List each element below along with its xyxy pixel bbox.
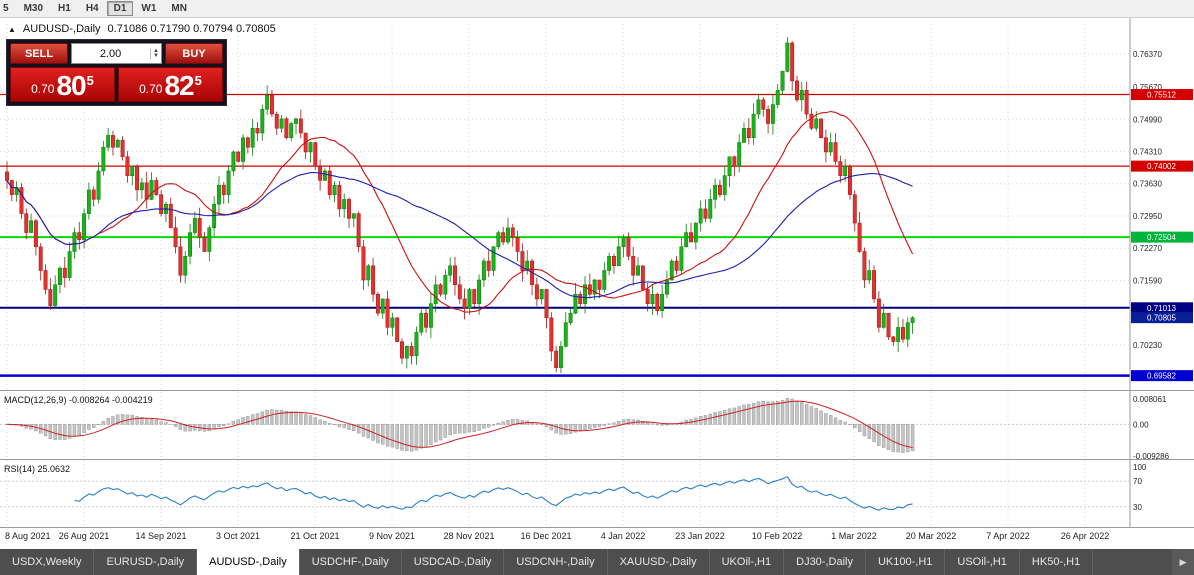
chart-tab-uk100-h1[interactable]: UK100-,H1: [866, 549, 946, 575]
buy-price-big-digits: 82: [164, 70, 194, 101]
timeframe-button-h4[interactable]: H4: [85, 3, 99, 14]
svg-text:70: 70: [1133, 477, 1142, 486]
svg-text:7 Apr 2022: 7 Apr 2022: [986, 531, 1030, 541]
svg-text:4 Jan 2022: 4 Jan 2022: [601, 531, 646, 541]
sell-price-prefix: 0.70: [31, 82, 55, 96]
tab-scroll-right-button[interactable]: ▶: [1172, 549, 1194, 575]
timeframe-button-h1[interactable]: H1: [58, 3, 71, 14]
buy-price-pip: 5: [194, 73, 202, 88]
svg-text:0.72504: 0.72504: [1147, 233, 1176, 242]
svg-text:0.74002: 0.74002: [1147, 162, 1176, 171]
volume-value[interactable]: 2.00: [99, 47, 122, 60]
chart-tab-usdchf-daily[interactable]: USDCHF-,Daily: [300, 549, 402, 575]
svg-text:0.00: 0.00: [1133, 420, 1149, 429]
svg-text:0.74310: 0.74310: [1133, 148, 1162, 157]
svg-text:26 Aug 2021: 26 Aug 2021: [59, 531, 110, 541]
svg-text:RSI(14) 25.0632: RSI(14) 25.0632: [4, 464, 70, 474]
chart-tab-eurusd-daily[interactable]: EURUSD-,Daily: [94, 549, 198, 575]
timeframe-toolbar: 5 M30 H1 H4 D1 W1 MN: [0, 0, 1194, 18]
chart-area: 0.76370 0.75670 0.74990 0.74310 0.73630 0.729…: [0, 18, 1194, 549]
svg-text:0.70230: 0.70230: [1133, 341, 1162, 350]
one-click-trading-panel: SELL 2.00 ▲ ▼ BUY 0.70 80 5 0.70 82 5: [6, 39, 227, 106]
svg-text:28 Nov 2021: 28 Nov 2021: [443, 531, 494, 541]
volume-down-icon[interactable]: ▼: [153, 52, 159, 59]
timeframe-button-m30[interactable]: M30: [23, 3, 44, 14]
timeframe-button-d1[interactable]: D1: [106, 1, 134, 16]
sell-button[interactable]: SELL: [10, 43, 68, 64]
svg-text:0.76370: 0.76370: [1133, 50, 1162, 59]
volume-spin-buttons[interactable]: ▲ ▼: [150, 47, 159, 59]
svg-text:3 Oct 2021: 3 Oct 2021: [216, 531, 260, 541]
svg-text:30: 30: [1133, 503, 1142, 512]
svg-text:0.74990: 0.74990: [1133, 115, 1162, 124]
bid-ask-row: 0.70 80 5 0.70 82 5: [10, 67, 223, 102]
buy-price-prefix: 0.70: [139, 82, 163, 96]
chart-tab-usoil-h1[interactable]: USOil-,H1: [945, 549, 1020, 575]
svg-text:21 Oct 2021: 21 Oct 2021: [290, 531, 339, 541]
svg-text:0.75670: 0.75670: [1133, 83, 1162, 92]
sell-price-pip: 5: [86, 73, 94, 88]
chart-tab-usdcad-daily[interactable]: USDCAD-,Daily: [402, 549, 505, 575]
svg-text:0.70805: 0.70805: [1147, 314, 1176, 323]
chart-tab-audusd-daily[interactable]: AUDUSD-,Daily: [197, 549, 300, 575]
svg-text:0.73630: 0.73630: [1133, 180, 1162, 189]
chart-tab-ukoil-h1[interactable]: UKOil-,H1: [710, 549, 785, 575]
chart-tab-dj30-daily[interactable]: DJ30-,Daily: [784, 549, 866, 575]
buy-button[interactable]: BUY: [165, 43, 223, 64]
svg-text:0.69582: 0.69582: [1147, 372, 1176, 381]
chart-tab-usdx-weekly[interactable]: USDX,Weekly: [0, 549, 95, 575]
svg-text:23 Jan 2022: 23 Jan 2022: [675, 531, 725, 541]
svg-text:10 Feb 2022: 10 Feb 2022: [752, 531, 803, 541]
svg-text:0.71590: 0.71590: [1133, 276, 1162, 285]
chart-tab-hk50-h1[interactable]: HK50-,H1: [1020, 549, 1094, 575]
svg-text:26 Apr 2022: 26 Apr 2022: [1061, 531, 1110, 541]
svg-text:0.71013: 0.71013: [1147, 304, 1176, 313]
svg-text:0.72950: 0.72950: [1133, 212, 1162, 221]
trade-controls-row: SELL 2.00 ▲ ▼ BUY: [10, 43, 223, 64]
timeframe-button-mn[interactable]: MN: [171, 3, 187, 14]
svg-text:14 Sep 2021: 14 Sep 2021: [135, 531, 186, 541]
sell-price-big-digits: 80: [56, 70, 86, 101]
volume-spinner[interactable]: 2.00 ▲ ▼: [71, 43, 162, 64]
chart-tab-bar: USDX,Weekly EURUSD-,Daily AUDUSD-,Daily USD…: [0, 549, 1194, 575]
price-chart-canvas[interactable]: 0.76370 0.75670 0.74990 0.74310 0.73630 0.729…: [0, 18, 1194, 549]
chart-tabs: USDX,Weekly EURUSD-,Daily AUDUSD-,Daily USD…: [0, 549, 1094, 575]
sell-price-box[interactable]: 0.70 80 5: [10, 67, 115, 102]
timeframe-button-w1[interactable]: W1: [141, 3, 157, 14]
one-click-trading-toggle-icon[interactable]: ▲: [8, 24, 16, 34]
svg-text:0.008061: 0.008061: [1133, 395, 1167, 404]
volume-up-icon[interactable]: ▲: [153, 47, 159, 54]
buy-price-box[interactable]: 0.70 82 5: [118, 67, 223, 102]
svg-text:-0.009286: -0.009286: [1133, 452, 1170, 461]
chart-tab-xauusd-daily[interactable]: XAUUSD-,Daily: [608, 549, 710, 575]
svg-text:0.75512: 0.75512: [1147, 91, 1176, 100]
chart-tab-usdcnh-daily[interactable]: USDCNH-,Daily: [504, 549, 608, 575]
timeframe-button-5[interactable]: 5: [3, 3, 9, 14]
svg-text:8 Aug 2021: 8 Aug 2021: [5, 531, 51, 541]
svg-text:9 Nov 2021: 9 Nov 2021: [369, 531, 415, 541]
svg-text:100: 100: [1133, 463, 1147, 472]
svg-text:16 Dec 2021: 16 Dec 2021: [520, 531, 571, 541]
svg-text:MACD(12,26,9) -0.008264 -0.004: MACD(12,26,9) -0.008264 -0.004219: [4, 395, 153, 405]
svg-text:0.72270: 0.72270: [1133, 244, 1162, 253]
svg-text:20 Mar 2022: 20 Mar 2022: [906, 531, 957, 541]
svg-text:1 Mar 2022: 1 Mar 2022: [831, 531, 877, 541]
